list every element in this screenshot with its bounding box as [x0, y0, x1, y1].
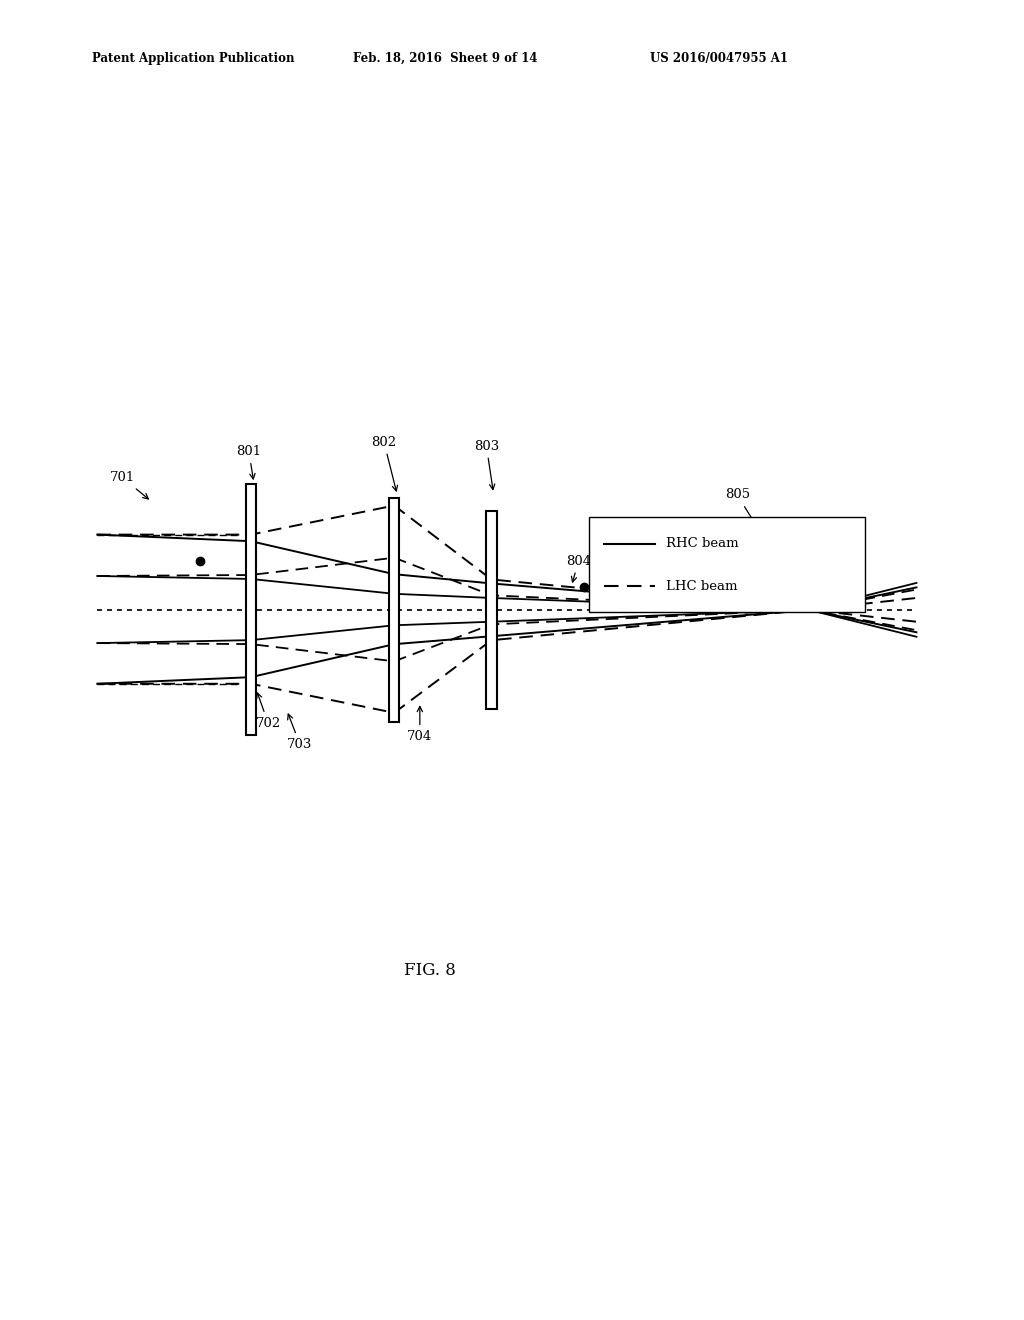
Bar — [486, 511, 497, 709]
Text: 803: 803 — [474, 440, 499, 490]
Text: 801: 801 — [237, 445, 261, 479]
Bar — [589, 517, 865, 612]
Text: FIG. 8: FIG. 8 — [404, 962, 456, 978]
Text: 701: 701 — [111, 471, 148, 499]
Bar — [389, 498, 399, 722]
Text: Feb. 18, 2016  Sheet 9 of 14: Feb. 18, 2016 Sheet 9 of 14 — [353, 51, 538, 65]
Text: 703: 703 — [288, 714, 312, 751]
Text: LHC beam: LHC beam — [666, 579, 737, 593]
Text: Patent Application Publication: Patent Application Publication — [92, 51, 295, 65]
Text: 704: 704 — [408, 706, 432, 743]
Text: 802: 802 — [372, 436, 397, 491]
Text: US 2016/0047955 A1: US 2016/0047955 A1 — [650, 51, 788, 65]
Text: RHC beam: RHC beam — [666, 537, 738, 550]
Text: 804: 804 — [566, 554, 591, 582]
Bar — [246, 484, 256, 735]
Text: 805: 805 — [725, 488, 756, 524]
Text: 702: 702 — [256, 693, 281, 730]
